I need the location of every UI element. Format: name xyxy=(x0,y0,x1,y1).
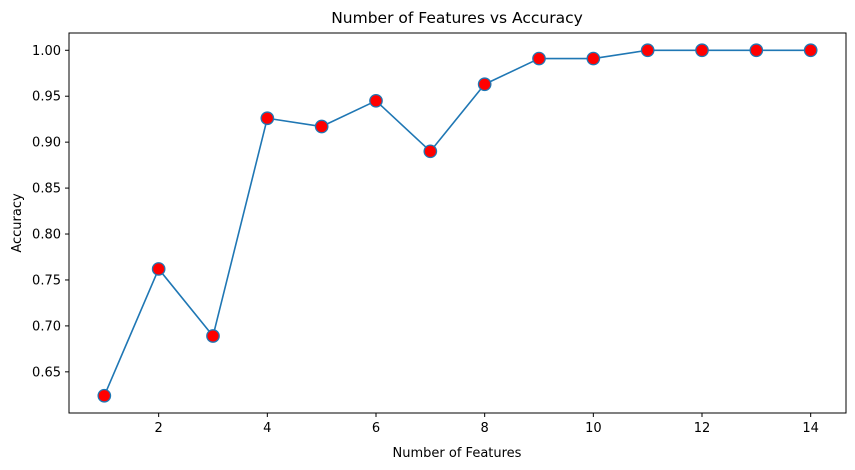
data-point xyxy=(640,43,655,58)
series-line xyxy=(103,49,811,397)
x-tick-label: 12 xyxy=(694,421,711,436)
data-point xyxy=(532,51,546,66)
data-point xyxy=(97,388,112,403)
data-point xyxy=(477,77,492,92)
data-point xyxy=(586,51,601,66)
data-point xyxy=(206,329,220,343)
data-point xyxy=(749,43,764,58)
x-tick-label: 14 xyxy=(802,421,819,436)
chart-title: Number of Features vs Accuracy xyxy=(331,9,583,27)
data-point xyxy=(151,262,166,276)
x-axis: 2 4 6 8 10 12 14 xyxy=(155,413,819,436)
y-axis-label: Accuracy xyxy=(10,193,25,253)
data-point xyxy=(314,119,329,134)
data-point xyxy=(260,111,275,126)
y-tick-label: 0.70 xyxy=(32,319,61,334)
y-tick-label: 1.00 xyxy=(32,44,61,59)
data-point xyxy=(803,43,818,58)
y-axis: 0.65 0.70 0.75 0.80 0.85 0.90 0.95 1.00 xyxy=(32,44,69,380)
y-tick-label: 0.75 xyxy=(32,273,61,288)
x-tick-label: 4 xyxy=(263,421,271,436)
x-tick-label: 6 xyxy=(372,421,380,436)
y-tick-label: 0.90 xyxy=(32,136,61,151)
data-point xyxy=(695,43,709,58)
plot-frame xyxy=(68,32,847,414)
x-tick-label: 2 xyxy=(155,421,163,436)
x-tick-label: 10 xyxy=(585,421,602,436)
y-tick-label: 0.85 xyxy=(32,182,61,197)
data-point xyxy=(423,144,438,159)
x-axis-label: Number of Features xyxy=(393,446,522,461)
data-point xyxy=(369,93,383,108)
x-tick-label: 8 xyxy=(481,421,489,436)
y-tick-label: 0.95 xyxy=(32,90,61,105)
y-tick-label: 0.80 xyxy=(32,228,61,243)
y-tick-label: 0.65 xyxy=(32,365,61,380)
series-layer xyxy=(97,43,818,403)
